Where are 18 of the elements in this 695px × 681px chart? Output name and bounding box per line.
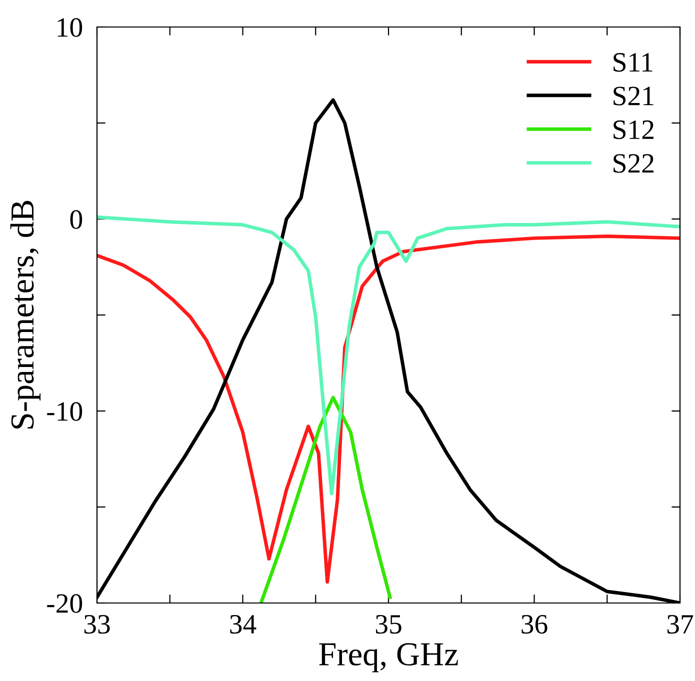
x-tick-label: 36	[522, 614, 548, 634]
y-tick-label: 0	[70, 210, 82, 229]
x-tick-label: 34	[230, 614, 256, 634]
x-tick-label: 35	[376, 614, 402, 634]
x-axis-title: Freq, GHz	[319, 643, 458, 672]
legend-label: S21	[614, 86, 654, 106]
x-tick-label: 37	[667, 614, 694, 634]
y-tick-label: 10	[58, 18, 82, 37]
legend-label: S22	[614, 154, 654, 173]
line-series	[97, 215, 680, 496]
y-tick-label: -20	[47, 594, 82, 613]
line-series	[260, 396, 392, 603]
x-tick-label: 33	[84, 614, 110, 634]
y-axis-title: S-parameters, dB	[10, 200, 41, 428]
legend-label: S11	[614, 53, 652, 72]
legend-label: S12	[614, 120, 654, 140]
line-series	[97, 234, 680, 584]
y-tick-label: -10	[47, 402, 82, 421]
